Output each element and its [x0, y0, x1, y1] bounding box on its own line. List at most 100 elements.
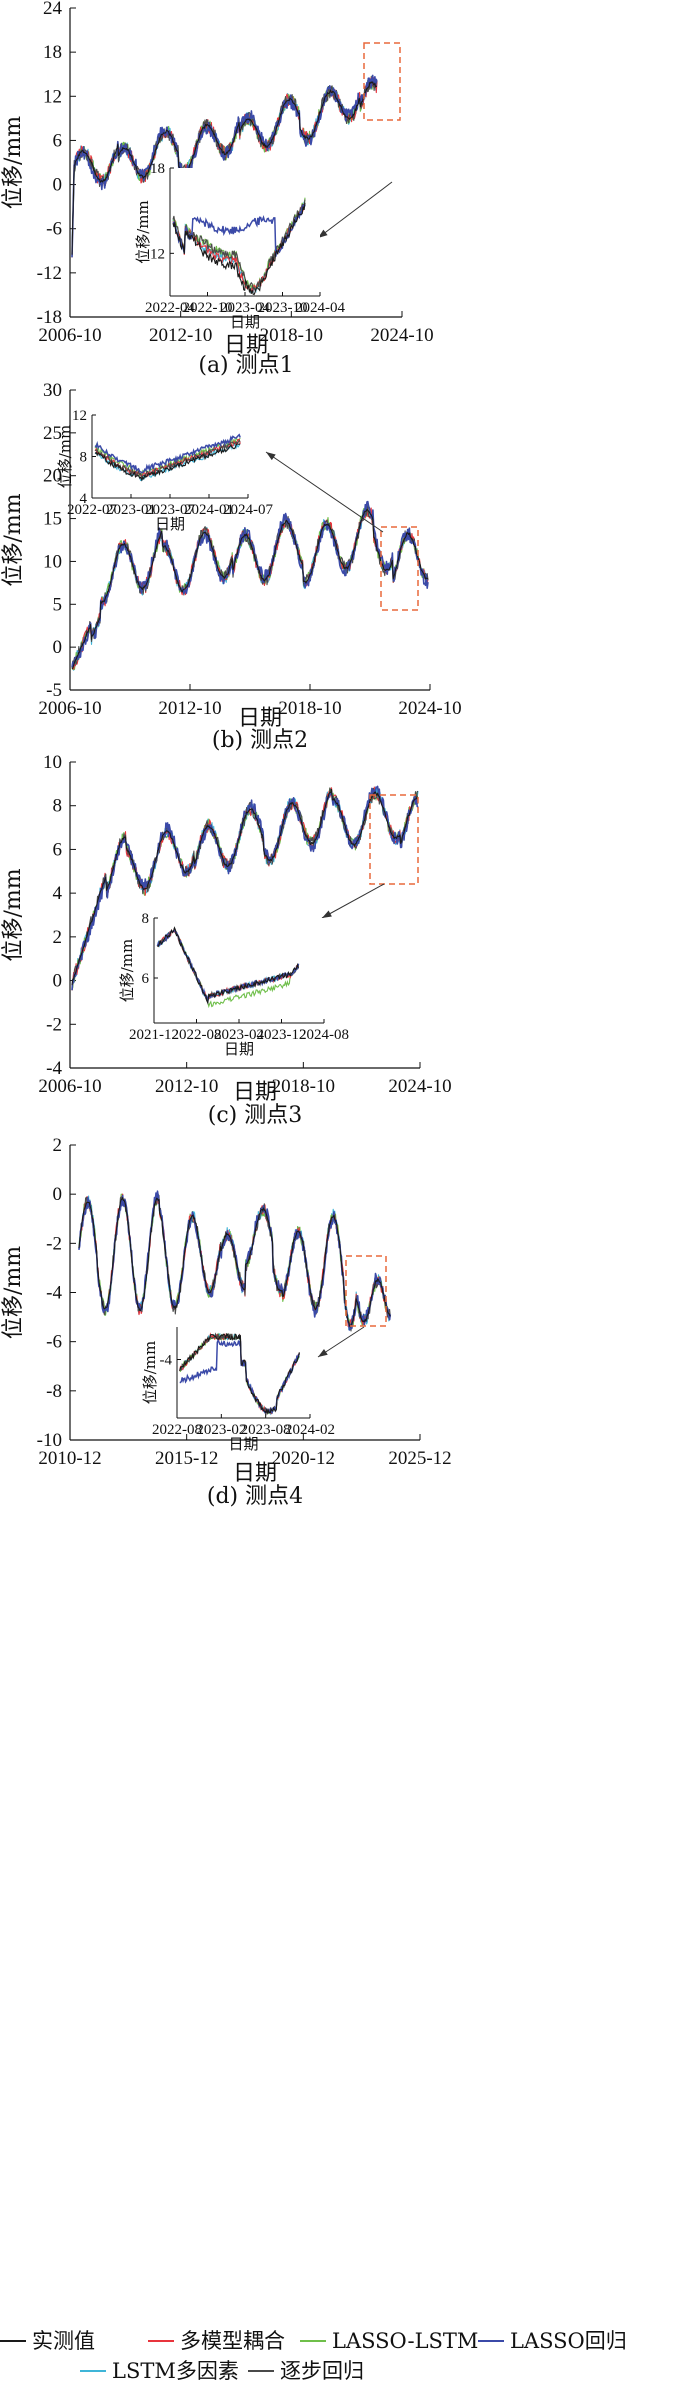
zoom-region-box — [369, 794, 419, 885]
panel-caption: (d) 测点4 — [207, 1484, 303, 1509]
y-tick-label: -2 — [46, 1014, 62, 1035]
y-tick-label: 2 — [53, 927, 63, 948]
legend-item: 多模型耦合 — [148, 2329, 285, 2353]
legend-label: LASSO回归 — [510, 2329, 627, 2353]
inset-x-tick-label: 2024-08 — [299, 1027, 349, 1043]
x-tick-label: 2024-10 — [388, 1076, 451, 1097]
zoom-arrow-head — [318, 229, 328, 238]
inset-background — [92, 415, 248, 498]
inset-y-tick-label: 6 — [142, 971, 150, 987]
legend-label: LASSO-LSTM — [332, 2329, 478, 2353]
inset-series-line-实测值 — [172, 202, 306, 296]
inset-series-line-LASSO回归 — [179, 1338, 301, 1415]
y-tick-label: 30 — [43, 380, 62, 401]
legend-label: 多模型耦合 — [180, 2329, 285, 2353]
inset-series-line-实测值 — [157, 926, 300, 1005]
x-axis-label: 日期 — [238, 706, 282, 731]
y-tick-label: -6 — [46, 219, 62, 240]
inset-x-tick-label: 2022-10 — [183, 300, 233, 316]
y-tick-label: 5 — [53, 594, 63, 615]
inset-y-tick-label: 8 — [142, 911, 150, 927]
inset-y-tick-label: 8 — [80, 450, 88, 466]
y-axis-label: 位移/mm — [1, 116, 26, 209]
inset-series-line-LASSO回归 — [94, 433, 241, 474]
y-tick-label: 15 — [43, 509, 62, 530]
inset-x-tick-label: 2021-12 — [129, 1027, 179, 1043]
x-axis-label: 日期 — [233, 1461, 277, 1486]
y-axis-label: 位移/mm — [1, 1246, 26, 1339]
inset-series-line-实测值 — [179, 1332, 300, 1416]
y-tick-label: 0 — [53, 971, 63, 992]
y-tick-label: 18 — [43, 42, 62, 63]
y-axis-label: 位移/mm — [1, 493, 26, 586]
y-tick-label: 25 — [43, 423, 62, 444]
inset-x-tick-label: 2023-07 — [145, 502, 195, 518]
inset-background — [154, 918, 324, 1023]
y-tick-label: 2 — [53, 1135, 63, 1156]
y-tick-label: -12 — [37, 263, 62, 284]
series-line-LSTM多因素 — [78, 1194, 391, 1331]
series-line-实测值 — [78, 1197, 391, 1328]
inset-series-line-实测值 — [94, 442, 241, 482]
panel-caption: (a) 测点1 — [198, 353, 293, 378]
x-tick-label: 2010-12 — [38, 1448, 101, 1469]
y-tick-label: 0 — [53, 1184, 63, 1205]
legend-label: 实测值 — [32, 2329, 95, 2353]
series-line-LASSO回归 — [71, 785, 419, 991]
zoom-arrow — [321, 883, 385, 919]
inset-y-axis-label: 位移/mm — [134, 200, 152, 264]
y-tick-label: 0 — [53, 637, 63, 658]
x-tick-label: 2020-12 — [272, 1448, 335, 1469]
inset-x-tick-label: 2023-12 — [257, 1027, 307, 1043]
legend-label: LSTM多因素 — [112, 2359, 239, 2383]
legend-item: LSTM多因素 — [80, 2359, 239, 2383]
x-tick-label: 2015-12 — [155, 1448, 218, 1469]
series-line-实测值 — [71, 508, 429, 670]
x-tick-label: 2024-10 — [370, 325, 433, 346]
y-tick-label: -5 — [46, 680, 62, 701]
y-tick-label: -4 — [46, 1283, 62, 1304]
y-tick-label: 0 — [53, 175, 63, 196]
x-tick-label: 2006-10 — [38, 325, 101, 346]
inset-x-tick-label: 2023-04 — [220, 300, 270, 316]
inset-y-tick-label: -4 — [160, 1353, 173, 1369]
inset-x-tick-label: 2024-01 — [184, 502, 234, 518]
x-tick-label: 2006-10 — [38, 698, 101, 719]
inset-series-line-LASSO回归 — [172, 204, 306, 257]
inset-x-tick-label: 2024-07 — [223, 502, 273, 518]
series-line-LASSO回归 — [71, 500, 429, 668]
inset-x-tick-label: 2023-04 — [214, 1027, 264, 1043]
y-tick-label: -10 — [37, 1430, 62, 1451]
legend-item: LASSO-LSTM — [300, 2329, 478, 2353]
inset-x-tick-label: 2022-04 — [145, 300, 195, 316]
y-tick-label: 8 — [53, 796, 63, 817]
x-tick-label: 2012-10 — [158, 698, 221, 719]
inset-y-axis-label: 位移/mm — [141, 1341, 159, 1405]
zoom-region-box — [363, 42, 401, 121]
y-tick-label: 12 — [43, 86, 62, 107]
x-tick-label: 2018-10 — [272, 1076, 335, 1097]
inset-x-tick-label: 2023-01 — [106, 502, 156, 518]
y-tick-label: 10 — [43, 551, 62, 572]
x-tick-label: 2012-10 — [149, 325, 212, 346]
y-tick-label: -8 — [46, 1381, 62, 1402]
x-tick-label: 2006-10 — [38, 1076, 101, 1097]
x-tick-label: 2018-10 — [260, 325, 323, 346]
x-tick-label: 2025-12 — [388, 1448, 451, 1469]
inset-x-tick-label: 2023-02 — [196, 1422, 246, 1438]
inset-y-tick-label: 12 — [150, 246, 165, 262]
inset-x-axis-label: 日期 — [228, 1435, 258, 1453]
inset-x-tick-label: 2022-08 — [152, 1422, 202, 1438]
inset-y-axis-label: 位移/mm — [56, 425, 74, 489]
zoom-arrow — [265, 451, 384, 533]
series-line-多模型耦合 — [78, 1193, 391, 1329]
panel-caption: (b) 测点2 — [212, 728, 308, 753]
y-tick-label: 6 — [53, 130, 63, 151]
x-tick-label: 2018-10 — [278, 698, 341, 719]
